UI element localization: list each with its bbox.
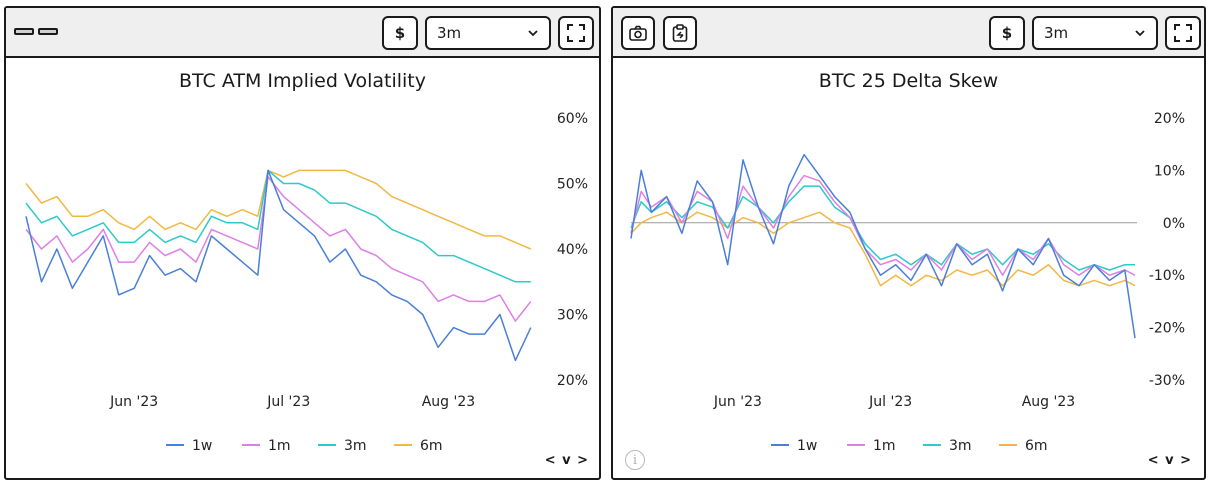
range-value: 3m	[1044, 24, 1069, 42]
y-tick-label: 10%	[1154, 163, 1185, 179]
drag-handle-icon[interactable]	[14, 28, 58, 35]
series-line-1m	[25, 176, 532, 322]
info-icon[interactable]: i	[625, 450, 645, 470]
clipboard-icon	[672, 24, 688, 42]
series-line-1w	[630, 153, 1136, 339]
legend-label-3m: 3m	[344, 438, 367, 454]
range-select[interactable]: 3m	[425, 16, 551, 50]
x-tick-label: Aug '23	[422, 394, 475, 410]
iv-chart-panel: $ 3m BTC ATM Implied Volatility 20% 30% 40…	[4, 6, 601, 480]
x-tick-label: Jul '23	[266, 394, 310, 410]
range-select[interactable]: 3m	[1032, 16, 1158, 50]
x-tick-label: Jul '23	[868, 394, 912, 410]
y-tick-label: -20%	[1149, 321, 1185, 337]
chart-title: BTC 25 Delta Skew	[818, 70, 999, 92]
range-value: 3m	[437, 24, 462, 42]
series-line-6m	[630, 211, 1136, 287]
x-tick-label: Jun '23	[109, 394, 158, 410]
chevron-down-icon	[528, 30, 538, 37]
skew-chart-panel: $ 3m BTC 25 Delta Skew -30% -20% -10% 0% 10%…	[611, 6, 1206, 480]
y-tick-label: 60%	[557, 111, 588, 127]
iv-toolbar: $ 3m	[6, 8, 599, 58]
fullscreen-button[interactable]	[558, 16, 594, 50]
legend-label-1m: 1m	[873, 438, 896, 454]
y-tick-label: 40%	[557, 242, 588, 258]
fullscreen-button[interactable]	[1165, 16, 1201, 50]
y-tick-label: 20%	[557, 373, 588, 389]
y-tick-label: -10%	[1149, 268, 1185, 284]
copy-clipboard-button[interactable]	[663, 16, 697, 50]
fullscreen-icon	[567, 24, 585, 42]
skew-chart: -30% -20% -10% 0% 10% 20% Jun '23 Jul '23 Aug '2…	[630, 111, 1185, 454]
currency-button[interactable]: $	[382, 16, 418, 50]
y-tick-label: 50%	[557, 177, 588, 193]
fullscreen-icon	[1174, 24, 1192, 42]
currency-label: $	[1001, 24, 1013, 42]
y-tick-label: 30%	[557, 308, 588, 324]
chart-title: BTC ATM Implied Volatility	[179, 70, 426, 92]
x-tick-label: Aug '23	[1022, 394, 1075, 410]
legend-label-6m: 6m	[1025, 438, 1048, 454]
legend-label-3m: 3m	[949, 438, 972, 454]
currency-button[interactable]: $	[989, 16, 1025, 50]
series-line-1m	[630, 174, 1136, 276]
x-tick-label: Jun '23	[713, 394, 762, 410]
series-line-1w	[25, 169, 532, 362]
screenshot-button[interactable]	[621, 16, 655, 50]
y-tick-label: 0%	[1163, 216, 1185, 232]
iv-chart: 20% 30% 40% 50% 60% Jun '23 Jul '23 Aug '23 1w 1m…	[25, 111, 588, 454]
legend-label-1w: 1w	[192, 438, 212, 454]
y-tick-label: -30%	[1149, 373, 1185, 389]
legend-label-6m: 6m	[420, 438, 443, 454]
currency-label: $	[394, 24, 406, 42]
chart-nav-arrows[interactable]: < v >	[1147, 453, 1192, 468]
skew-toolbar: $ 3m	[613, 8, 1204, 58]
y-tick-label: 20%	[1154, 111, 1185, 127]
chevron-down-icon	[1135, 30, 1145, 37]
series-line-6m	[25, 169, 532, 250]
camera-icon	[629, 25, 647, 41]
chart-nav-arrows[interactable]: < v >	[544, 453, 589, 468]
legend-label-1m: 1m	[268, 438, 291, 454]
series-line-3m	[25, 169, 531, 283]
legend-label-1w: 1w	[797, 438, 817, 454]
